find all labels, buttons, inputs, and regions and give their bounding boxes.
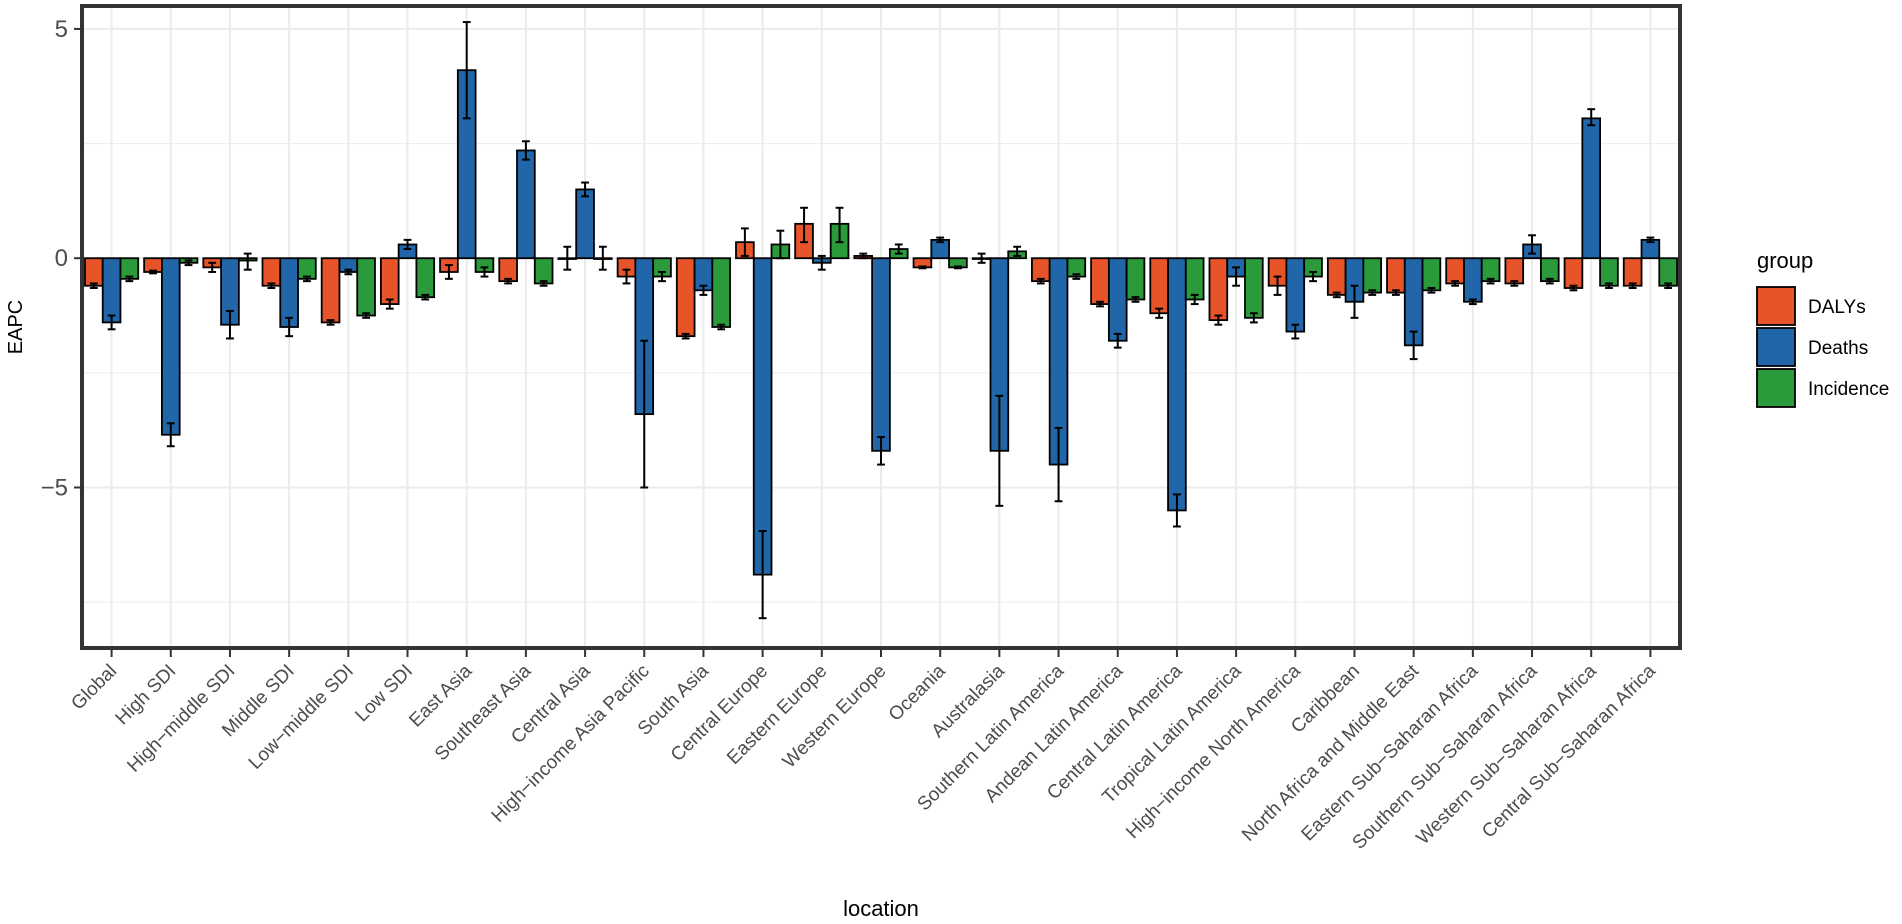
legend-label-incidence: Incidence bbox=[1808, 379, 1889, 400]
bar-dalys bbox=[1149, 257, 1169, 315]
bar-dalys bbox=[498, 257, 518, 283]
bar-dalys bbox=[1326, 257, 1347, 296]
bar-dalys bbox=[84, 257, 104, 287]
bar-deaths bbox=[1167, 257, 1187, 512]
bar-dalys bbox=[1386, 257, 1406, 294]
legend-key-incidence bbox=[1756, 368, 1796, 408]
bar-incidence bbox=[1244, 257, 1264, 319]
y-axis-title: EAPC bbox=[5, 300, 27, 354]
bar-deaths bbox=[1285, 257, 1306, 333]
panel-border bbox=[80, 4, 1682, 650]
bar-dalys bbox=[261, 257, 282, 287]
bar-dalys bbox=[320, 257, 341, 324]
legend-title: group bbox=[1757, 248, 1813, 273]
bar-dalys bbox=[1563, 257, 1584, 289]
bar-deaths bbox=[1581, 117, 1602, 260]
y-tick-label: 0 bbox=[55, 245, 68, 272]
y-tick-label: −5 bbox=[41, 475, 68, 502]
bar-dalys bbox=[1208, 257, 1229, 322]
bar-incidence bbox=[1184, 257, 1205, 301]
legend: group DALYs Deaths Incidence bbox=[1756, 248, 1889, 408]
bar-incidence bbox=[1480, 257, 1501, 283]
bar-dalys bbox=[1622, 257, 1643, 287]
bar-incidence bbox=[711, 257, 731, 328]
bar-dalys bbox=[1445, 257, 1465, 285]
bar-dalys bbox=[1031, 257, 1051, 283]
bar-dalys bbox=[1090, 257, 1110, 305]
y-tick-label: 5 bbox=[55, 16, 68, 43]
bar-deaths bbox=[752, 257, 773, 576]
bar-deaths bbox=[1107, 257, 1128, 342]
bar-deaths bbox=[1463, 257, 1483, 303]
bar-incidence bbox=[1599, 257, 1619, 287]
bar-deaths bbox=[871, 257, 891, 452]
bar-incidence bbox=[1125, 257, 1146, 301]
bar-incidence bbox=[1540, 257, 1560, 283]
bar-deaths bbox=[279, 257, 299, 328]
x-axis-title: location bbox=[843, 896, 919, 921]
bar-dalys bbox=[675, 257, 696, 338]
legend-key-dalys bbox=[1756, 286, 1796, 326]
bar-dalys bbox=[379, 257, 400, 305]
bar-deaths bbox=[575, 188, 595, 260]
bar-incidence bbox=[1658, 257, 1678, 287]
bar-incidence bbox=[533, 257, 554, 285]
bar-deaths bbox=[516, 149, 536, 260]
bar-incidence bbox=[1362, 257, 1383, 294]
bar-incidence bbox=[415, 257, 436, 299]
y-axis: 5 0 −5 bbox=[41, 16, 80, 502]
bar-incidence bbox=[356, 257, 376, 317]
legend-label-deaths: Deaths bbox=[1808, 338, 1868, 359]
bar-incidence bbox=[1421, 257, 1442, 292]
legend-key-deaths bbox=[1756, 327, 1796, 367]
bar-deaths bbox=[160, 257, 181, 436]
error-bars bbox=[89, 21, 1673, 620]
bar-deaths bbox=[101, 257, 122, 324]
bar-dalys bbox=[1504, 257, 1525, 285]
legend-label-dalys: DALYs bbox=[1808, 297, 1866, 318]
